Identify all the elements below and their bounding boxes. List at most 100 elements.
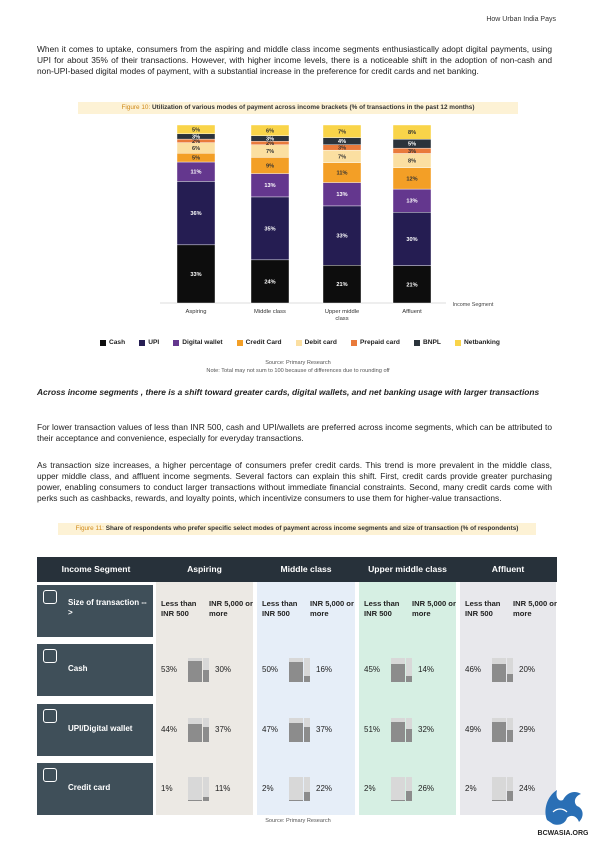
pct-large-txn: 26%: [418, 784, 435, 793]
legend-swatch: [295, 339, 302, 346]
cash-hand-icon: [43, 649, 57, 663]
legend-item: Credit Card: [236, 339, 282, 346]
pct-bar: [406, 718, 412, 742]
data-label: 11%: [191, 170, 202, 176]
data-label: 5%: [408, 142, 416, 148]
category-label: class: [335, 316, 348, 322]
size-label: INR 5,000 or more: [513, 599, 557, 618]
figure-10-source: Source: Primary Research: [265, 360, 331, 366]
pct-bar-fill: [203, 670, 209, 682]
pct-small-txn: 47%: [262, 725, 279, 734]
figure-11-caption: Figure 11: Share of respondents who pref…: [58, 523, 536, 535]
intro-paragraph: When it comes to uptake, consumers from …: [37, 44, 552, 76]
credit-card-icon: [43, 768, 57, 782]
data-label: 33%: [336, 234, 347, 240]
table-header-row: [37, 557, 557, 582]
figure-11-title: Share of respondents who prefer specific…: [105, 525, 519, 532]
pct-small-txn: 49%: [465, 725, 482, 734]
pct-bar-fill: [492, 800, 506, 801]
pct-large-txn: 37%: [215, 725, 232, 734]
pct-large-txn: 20%: [519, 665, 536, 674]
x-axis-title: Income Segment: [453, 302, 494, 308]
legend-label: Netbanking: [464, 339, 500, 346]
legend-item: BNPL: [414, 339, 441, 346]
pct-bar-fill: [492, 722, 506, 742]
bar-segment-netbanking-1: [250, 124, 290, 136]
figure-10-label: Figure 10:: [121, 104, 151, 111]
row-header-1: UPI/Digital wallet: [37, 704, 153, 756]
legend-item: Netbanking: [455, 339, 500, 346]
row-header-2: Credit card: [37, 763, 153, 815]
pct-bar-fill: [188, 660, 202, 682]
pct-bar: [507, 658, 513, 682]
stacked-bar-chart: 33% 36% 11% 5% 6% 2% 3% 5% Aspiring 24% 35% 13% 9% 7%…: [90, 120, 510, 352]
pct-bar: [304, 777, 310, 801]
data-label: 7%: [338, 154, 346, 160]
data-label: 7%: [338, 129, 346, 135]
legend-swatch: [173, 339, 180, 346]
pct-bar: [391, 718, 405, 742]
pct-small-txn: 2%: [364, 784, 376, 793]
pct-bar-fill: [406, 790, 412, 801]
pct-large-txn: 24%: [519, 784, 536, 793]
data-label: 33%: [190, 272, 201, 278]
category-label: Aspiring: [186, 309, 207, 315]
pct-large-txn: 29%: [519, 725, 536, 734]
pct-bar-fill: [289, 723, 303, 742]
page-header-title: How Urban India Pays: [486, 16, 556, 23]
legend-item: Digital wallet: [173, 339, 223, 346]
data-label: 13%: [406, 199, 417, 205]
bar-segment-cash-0: [176, 244, 216, 304]
data-label: 13%: [264, 183, 275, 189]
pct-bar: [406, 658, 412, 682]
bar-segment-upi-0: [176, 181, 216, 246]
pct-bar-fill: [391, 664, 405, 682]
bar-segment-upi-2: [322, 205, 362, 266]
pct-large-txn: 16%: [316, 665, 333, 674]
data-label: 6%: [192, 146, 200, 152]
column-background: [359, 582, 456, 815]
bcwasia-logo: BCWASIA.ORG: [533, 782, 593, 838]
section-subheading: Across income segments , there is a shif…: [37, 387, 540, 397]
bar-segment-netbanking-2: [322, 124, 362, 138]
data-label: 8%: [408, 159, 416, 165]
data-label: 5%: [192, 127, 200, 133]
data-label: 21%: [406, 282, 417, 288]
table-header-3: Upper middle class: [368, 564, 447, 574]
legend-label: BNPL: [423, 339, 441, 346]
data-label: 3%: [192, 134, 200, 140]
legend-label: Prepaid card: [359, 339, 400, 346]
pct-bar-fill: [289, 662, 303, 682]
phone-payment-icon: [43, 709, 57, 723]
figure-11-label: Figure 11:: [75, 525, 104, 532]
payment-preference-table: Income Segment Aspiring Middle class Upper …: [37, 557, 557, 815]
data-label: 36%: [190, 211, 201, 217]
data-label: 7%: [266, 149, 274, 155]
legend-label: Cash: [109, 339, 126, 346]
pct-bar: [391, 658, 405, 682]
pct-bar: [492, 718, 506, 742]
legend-swatch: [100, 339, 106, 346]
pct-large-txn: 22%: [316, 784, 333, 793]
pct-small-txn: 2%: [262, 784, 274, 793]
column-background: [156, 582, 253, 815]
size-row-label: Size of transaction -->: [68, 598, 147, 617]
pct-small-txn: 51%: [364, 725, 381, 734]
data-label: 12%: [406, 176, 417, 182]
category-label: Upper middle: [325, 309, 359, 315]
pct-bar-fill: [391, 800, 405, 801]
paragraph-2: For lower transaction values of less tha…: [37, 422, 552, 443]
pct-bar: [289, 777, 303, 801]
pct-small-txn: 50%: [262, 665, 279, 674]
row-label: Cash: [68, 664, 88, 673]
pct-bar-fill: [203, 796, 209, 801]
size-label: INR 5,000 or more: [310, 599, 354, 618]
pct-bar: [304, 718, 310, 742]
legend-label: Debit card: [304, 339, 337, 346]
chart-svg: 33%36%11%5%6%2%3%5%Aspiring24%35%13%9%7%…: [160, 124, 494, 322]
pct-bar-fill: [188, 800, 202, 801]
size-label: Less than INR 500: [161, 599, 197, 618]
pct-bar-fill: [507, 730, 513, 742]
pct-bar-fill: [203, 727, 209, 742]
pct-bar-fill: [304, 675, 310, 682]
